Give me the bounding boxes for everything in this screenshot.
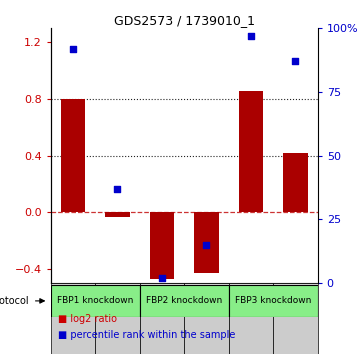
Bar <box>61 99 85 212</box>
Bar <box>140 285 229 317</box>
Bar <box>51 283 95 354</box>
Point <box>248 33 254 39</box>
Bar <box>283 153 308 212</box>
Text: protocol: protocol <box>0 296 28 306</box>
Point <box>159 275 165 281</box>
Point <box>292 59 298 64</box>
Bar <box>273 283 318 354</box>
Bar <box>51 285 140 317</box>
Point <box>70 46 76 52</box>
Text: FBP1 knockdown: FBP1 knockdown <box>57 296 133 306</box>
Bar <box>149 212 174 279</box>
Text: ■ log2 ratio: ■ log2 ratio <box>58 314 117 324</box>
Text: ■ percentile rank within the sample: ■ percentile rank within the sample <box>58 330 235 340</box>
Bar <box>239 91 263 212</box>
Text: FBP2 knockdown: FBP2 knockdown <box>146 296 222 306</box>
Bar <box>95 283 140 354</box>
Bar <box>194 212 219 273</box>
Title: GDS2573 / 1739010_1: GDS2573 / 1739010_1 <box>114 14 255 27</box>
Bar <box>229 283 273 354</box>
Text: FBP3 knockdown: FBP3 knockdown <box>235 296 311 306</box>
Bar <box>184 283 229 354</box>
Point <box>114 186 120 192</box>
Bar <box>140 283 184 354</box>
Point <box>204 242 209 248</box>
Bar <box>105 212 130 217</box>
Bar <box>229 285 318 317</box>
